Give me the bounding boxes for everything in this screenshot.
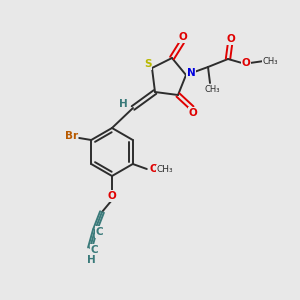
Text: CH₃: CH₃ xyxy=(157,166,173,175)
Text: C: C xyxy=(90,245,98,255)
Text: O: O xyxy=(178,32,188,42)
Text: O: O xyxy=(226,34,236,44)
Text: CH₃: CH₃ xyxy=(204,85,220,94)
Text: O: O xyxy=(242,58,250,68)
Text: N: N xyxy=(187,68,195,78)
Text: S: S xyxy=(144,59,152,69)
Text: O: O xyxy=(108,191,116,201)
Text: O: O xyxy=(189,108,197,118)
Text: O: O xyxy=(150,164,158,174)
Text: H: H xyxy=(118,99,127,109)
Text: H: H xyxy=(87,255,95,265)
Text: C: C xyxy=(95,227,103,237)
Text: Br: Br xyxy=(65,131,78,141)
Text: CH₃: CH₃ xyxy=(262,56,278,65)
